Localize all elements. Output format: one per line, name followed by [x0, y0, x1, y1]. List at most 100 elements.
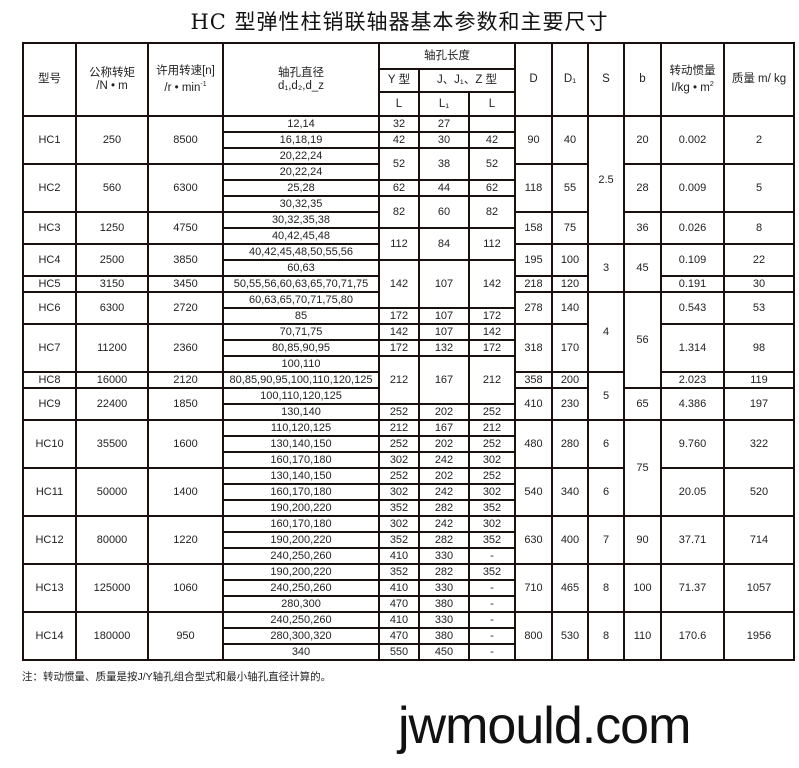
nominal-torque: 22400: [75, 387, 149, 421]
table-row: 280,300 470 380-: [23, 595, 794, 613]
allowable-speed: 2120: [147, 371, 224, 389]
moment-of-inertia: 0.109: [660, 243, 725, 277]
l1-length: 202: [418, 467, 470, 485]
table-row: 240,250,260 410 330-: [23, 579, 794, 597]
z-length: 302: [468, 451, 516, 469]
model-name: HC2: [22, 163, 77, 213]
dimension-D1: 280: [551, 419, 589, 469]
dimension-D: 278: [514, 291, 553, 325]
y-length: 410: [378, 547, 420, 565]
model-name: HC4: [22, 243, 77, 277]
y-length: 112: [378, 227, 420, 261]
mass: 197: [723, 387, 795, 421]
nominal-torque: 50000: [75, 467, 149, 517]
footnote: 注：转动惯量、质量是按J/Y轴孔组合型式和最小轴孔直径计算的。: [22, 671, 332, 683]
nominal-torque: 80000: [75, 515, 149, 565]
bore-diameters: 80,85,90,95,100,110,120,125: [222, 371, 380, 389]
mass: 30: [723, 275, 795, 293]
bore-diameters: 130,140,150: [222, 467, 380, 485]
dimension-S: 3: [587, 243, 625, 293]
bore-diameters: 25,28: [222, 179, 380, 197]
table-row: 130,140,150 252 202 252: [23, 435, 794, 453]
y-length: 252: [378, 467, 420, 485]
dimension-S: 8: [587, 563, 625, 613]
mass: 53: [723, 291, 795, 325]
bore-diameters: 190,200,220: [222, 499, 380, 517]
bore-diameters: 20,22,24: [222, 147, 380, 165]
model-name: HC8: [22, 371, 77, 389]
header-z-L: L: [468, 91, 516, 117]
y-length: 212: [378, 355, 420, 405]
header-bore-diameter: 轴孔直径 d₁,d₂,d_z: [222, 42, 380, 117]
moment-of-inertia: 4.386: [660, 387, 725, 421]
nominal-torque: 125000: [75, 563, 149, 613]
z-length: 82: [468, 195, 516, 229]
y-length: 252: [378, 403, 420, 421]
bore-diameters: 40,42,45,48,50,55,56: [222, 243, 380, 261]
l1-length: 380: [418, 595, 470, 613]
mass: 322: [723, 419, 795, 469]
mass: 1057: [723, 563, 795, 613]
header-D1: D₁: [551, 42, 589, 117]
model-name: HC13: [22, 563, 77, 613]
dimension-D1: 340: [551, 467, 589, 517]
z-length: -: [468, 579, 516, 597]
allowable-speed: 2720: [147, 291, 224, 325]
table-row: 160,170,180 302 242 302: [23, 483, 794, 501]
dimension-b: 100: [623, 563, 662, 613]
y-length: 410: [378, 579, 420, 597]
l1-length: 202: [418, 435, 470, 453]
bore-diameters: 100,110,120,125: [222, 387, 380, 405]
y-length: 142: [378, 323, 420, 341]
bore-diameters: 70,71,75: [222, 323, 380, 341]
mass: 1956: [723, 611, 795, 661]
y-length: 470: [378, 627, 420, 645]
model-name: HC9: [22, 387, 77, 421]
z-length: 42: [468, 131, 516, 149]
page-title: HC 型弹性柱销联轴器基本参数和主要尺寸: [190, 10, 609, 34]
allowable-speed: 1850: [147, 387, 224, 421]
model-name: HC6: [22, 291, 77, 325]
model-name: HC10: [22, 419, 77, 469]
z-length: -: [468, 595, 516, 613]
dimension-D1: 100: [551, 243, 589, 277]
allowable-speed: 3450: [147, 275, 224, 293]
nominal-torque: 16000: [75, 371, 149, 389]
moment-of-inertia: 2.023: [660, 371, 725, 389]
z-length: -: [468, 547, 516, 565]
dimension-D1: 170: [551, 323, 589, 373]
y-length: 212: [378, 419, 420, 437]
bore-diameters: 280,300,320: [222, 627, 380, 645]
z-length: 252: [468, 435, 516, 453]
header-model: 型号: [22, 42, 77, 117]
z-length: 352: [468, 531, 516, 549]
y-length: 32: [378, 115, 420, 133]
dimension-S: 4: [587, 291, 625, 373]
table-row: HC12 80000 1220 160,170,180 302 242 302 630 400 7…: [22, 515, 795, 565]
bore-diameters: 240,250,260: [222, 579, 380, 597]
nominal-torque: 11200: [75, 323, 149, 373]
l1-length: 282: [418, 531, 470, 549]
table-row: 100,110 212 167 212: [23, 355, 794, 405]
header-S: S: [587, 42, 625, 117]
dimension-D1: 400: [551, 515, 589, 565]
model-name: HC14: [22, 611, 77, 661]
y-length: 52: [378, 147, 420, 181]
dimension-D: 630: [514, 515, 553, 565]
dimension-D1: 120: [551, 275, 589, 293]
y-length: 62: [378, 179, 420, 197]
table-row: HC11 50000 1400 130,140,150 252 202 252 540 340 6…: [22, 467, 795, 517]
model-name: HC11: [22, 467, 77, 517]
l1-length: 202: [418, 403, 470, 421]
dimension-b: 56: [623, 291, 662, 389]
z-length: 212: [468, 355, 516, 405]
z-length: 302: [468, 515, 516, 533]
bore-diameters: 110,120,125: [222, 419, 380, 437]
moment-of-inertia: 0.009: [660, 163, 725, 213]
l1-length: 330: [418, 547, 470, 565]
allowable-speed: 950: [147, 611, 224, 661]
table-row: HC2 560 6300 20,22,24 118 55 28 0.009 5: [22, 163, 795, 213]
bore-diameters: 12,14: [222, 115, 380, 133]
header-jz-type: J、J₁、Z 型: [418, 68, 516, 93]
bore-diameters: 130,140: [222, 403, 380, 421]
